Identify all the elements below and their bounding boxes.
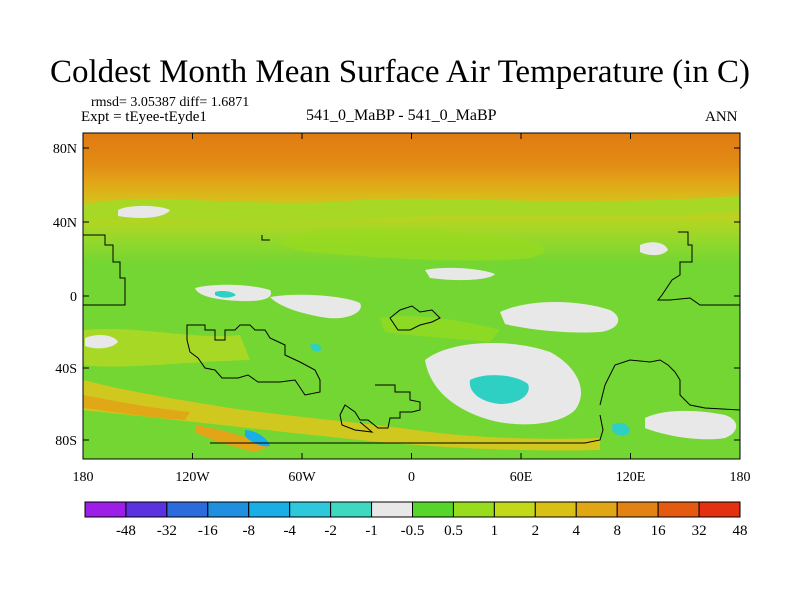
colorbar-swatch bbox=[125, 501, 168, 518]
colorbar-label: -0.5 bbox=[401, 523, 425, 539]
outline-south-america bbox=[186, 324, 321, 396]
colorbar-swatch bbox=[248, 501, 291, 518]
season-label: ANN bbox=[705, 109, 738, 125]
lat-label: 40N bbox=[53, 216, 77, 231]
band-south-pacific bbox=[83, 328, 250, 367]
colorbar-label: -2 bbox=[324, 523, 337, 539]
lon-label: 60E bbox=[510, 470, 533, 485]
neutral-east-pacific bbox=[195, 284, 272, 302]
colorbar-swatch bbox=[207, 501, 250, 518]
outline-antarctic-coast bbox=[210, 414, 604, 444]
colorbar-swatch bbox=[412, 501, 454, 518]
figure-title: Coldest Month Mean Surface Air Temperatu… bbox=[50, 54, 750, 90]
colorbar-label: 4 bbox=[573, 523, 581, 539]
colorbar-swatch bbox=[330, 501, 373, 518]
southern-warm-patch bbox=[83, 395, 190, 420]
lat-label: 80S bbox=[55, 434, 77, 449]
lon-label: 120E bbox=[616, 470, 646, 485]
lon-label: 0 bbox=[408, 470, 415, 485]
outline-antarctic-west bbox=[339, 384, 421, 433]
outline-pacific-island bbox=[261, 235, 270, 241]
neutral-ross-sea bbox=[645, 410, 737, 440]
neutral-west-pacific bbox=[640, 242, 668, 256]
antarctic-peninsula-warm bbox=[195, 425, 270, 452]
case-label: 541_0_MaBP - 541_0_MaBP bbox=[306, 107, 497, 124]
lat-axis: 80N 40N 0 40S 80S bbox=[53, 142, 740, 449]
cold-patch-south-america bbox=[310, 343, 322, 352]
outline-asia-east bbox=[656, 231, 740, 306]
cold-patch-ross bbox=[612, 422, 630, 436]
colorbar-label: 48 bbox=[733, 523, 748, 539]
neutral-indian-ocean bbox=[500, 302, 619, 333]
cold-patch-south-indian bbox=[469, 375, 529, 404]
colorbar-swatch bbox=[616, 501, 659, 518]
map-field bbox=[83, 133, 740, 459]
colorbar-swatch bbox=[534, 501, 577, 518]
colorbar-label: 8 bbox=[613, 523, 621, 539]
colorbar-label: 32 bbox=[692, 523, 707, 539]
cold-patch-antarctic bbox=[245, 430, 270, 447]
lon-axis: 180 120W 60W 0 60E 120E 180 bbox=[73, 133, 751, 485]
stats-label: rmsd= 3.05387 diff= 1.6871 bbox=[91, 95, 250, 110]
colorbar-label: -8 bbox=[243, 523, 256, 539]
colorbar-label: 2 bbox=[532, 523, 540, 539]
outline-antarctic-east bbox=[599, 359, 740, 411]
outline-island bbox=[389, 305, 441, 331]
lat-label: 40S bbox=[55, 362, 77, 377]
colorbar-label: -32 bbox=[157, 523, 177, 539]
continent-outlines bbox=[83, 231, 740, 444]
lon-label: 60W bbox=[288, 470, 316, 485]
lon-label: 180 bbox=[730, 470, 751, 485]
colorbar-swatch bbox=[575, 501, 618, 518]
band-north-mid bbox=[83, 196, 740, 223]
lat-label: 80N bbox=[53, 142, 77, 157]
colorbar-swatch bbox=[452, 501, 495, 518]
colorbar-label: 0.5 bbox=[444, 523, 463, 539]
colorbar-label: 1 bbox=[491, 523, 499, 539]
tropical-band bbox=[279, 228, 545, 261]
colorbar-swatch bbox=[289, 501, 332, 518]
colorbar: -48 -32 -16 -8 -4 -2 -1 -0.5 0.5 1 2 4 8 16 32 48 bbox=[84, 501, 748, 539]
colorbar-label: 16 bbox=[651, 523, 667, 539]
lon-label: 180 bbox=[73, 470, 94, 485]
colorbar-label: -16 bbox=[198, 523, 218, 539]
cold-patch-pacific bbox=[215, 291, 236, 298]
colorbar-swatch bbox=[166, 501, 209, 518]
experiment-label: Expt = tEyee-tEyde1 bbox=[81, 109, 207, 125]
colorbar-swatch bbox=[493, 501, 536, 518]
neutral-north-pacific bbox=[118, 205, 170, 218]
colorbar-swatch bbox=[657, 501, 700, 518]
lat-label: 0 bbox=[70, 290, 77, 305]
south-atlantic-band bbox=[380, 316, 500, 342]
colorbar-label: -1 bbox=[365, 523, 378, 539]
colorbar-swatch bbox=[371, 501, 413, 518]
outline-asia-west bbox=[83, 234, 126, 306]
colorbar-label: -48 bbox=[116, 523, 136, 539]
lon-label: 120W bbox=[175, 470, 210, 485]
colorbar-swatch bbox=[698, 501, 741, 518]
neutral-atlantic bbox=[425, 267, 495, 281]
neutral-andes bbox=[270, 294, 361, 319]
colorbar-label: -4 bbox=[283, 523, 296, 539]
colorbar-swatch bbox=[84, 501, 127, 518]
neutral-south-pacific-west bbox=[85, 335, 118, 349]
